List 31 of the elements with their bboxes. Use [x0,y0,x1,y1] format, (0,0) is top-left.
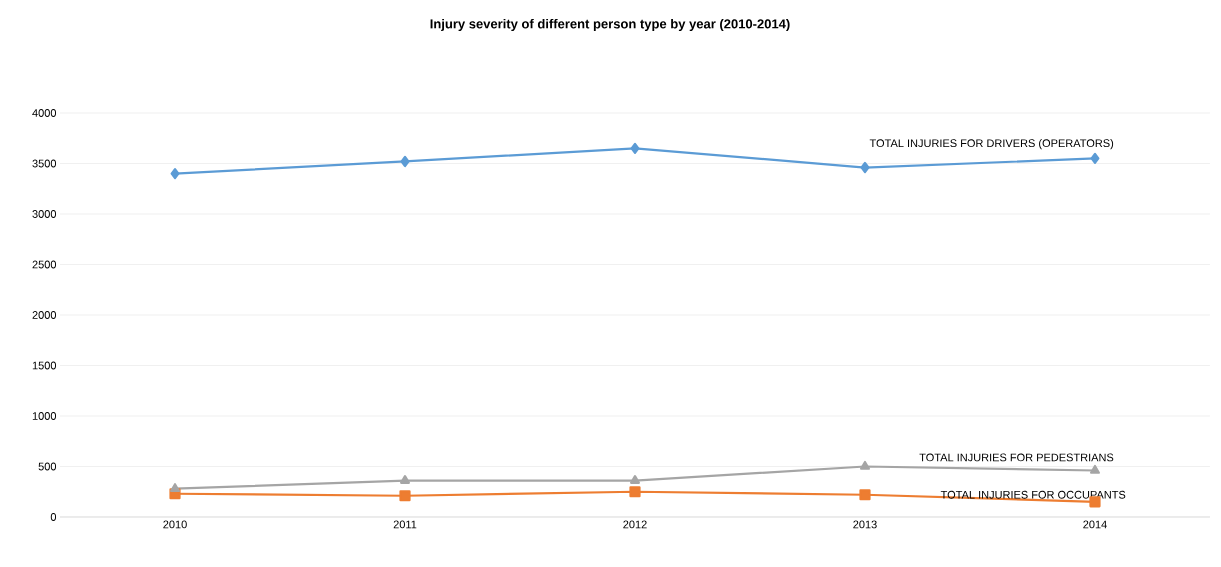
y-tick-label: 2000 [32,311,57,319]
point [629,486,641,498]
y-tick-label: 3000 [32,210,57,218]
x-tick-label: 2014 [1083,520,1107,529]
point [630,142,640,154]
series-label: TOTAL INJURIES FOR OCCUPANTS [940,490,1126,499]
point [859,489,871,501]
y-tick-label: 500 [38,462,57,471]
series-label: TOTAL INJURIES FOR DRIVERS (OPERATORS) [869,139,1114,150]
x-tick-label: 2012 [623,520,647,529]
point [399,490,411,502]
y-tick-label: 2500 [32,260,57,269]
y-tick-label: 1500 [32,361,57,370]
x-tick-label: 2010 [163,520,187,529]
point [860,161,870,174]
y-tick-label: 4000 [32,109,57,117]
point [859,460,870,470]
point [170,167,180,180]
chart-title: Injury severity of different person type by year (2010-2014) [430,18,790,32]
series-label: TOTAL INJURIES FOR PEDESTRIANS [919,453,1114,462]
point [170,483,181,493]
point [400,155,410,168]
y-tick-label: 3500 [32,159,57,168]
point [1090,152,1100,165]
y-tick-label: 1000 [32,412,57,420]
point [400,475,410,484]
x-tick-label: 2011 [393,520,417,529]
point [630,475,640,484]
x-tick-label: 2013 [853,520,877,529]
y-tick-label: 0 [50,513,57,521]
point [1089,464,1100,474]
